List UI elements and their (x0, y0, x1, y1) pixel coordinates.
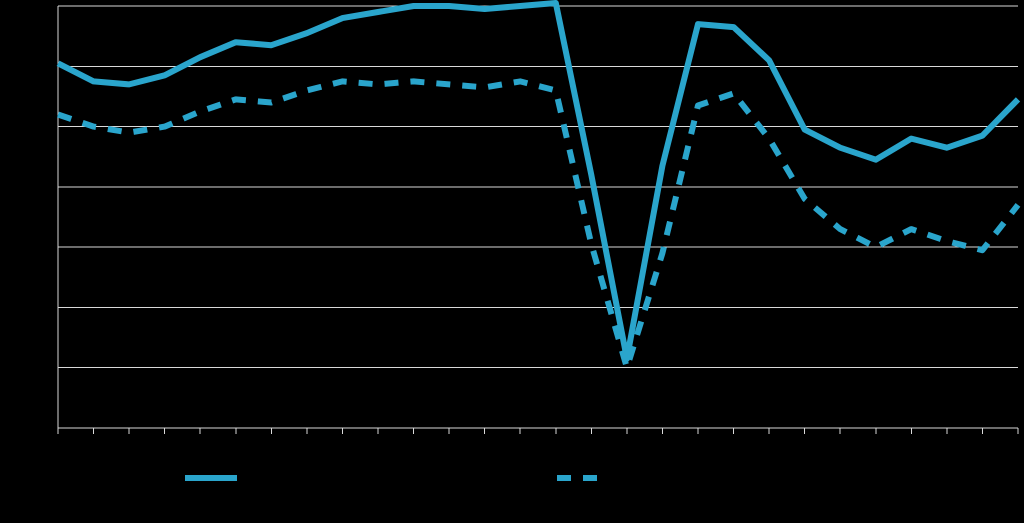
line-chart (0, 0, 1024, 523)
chart-svg (0, 0, 1024, 523)
